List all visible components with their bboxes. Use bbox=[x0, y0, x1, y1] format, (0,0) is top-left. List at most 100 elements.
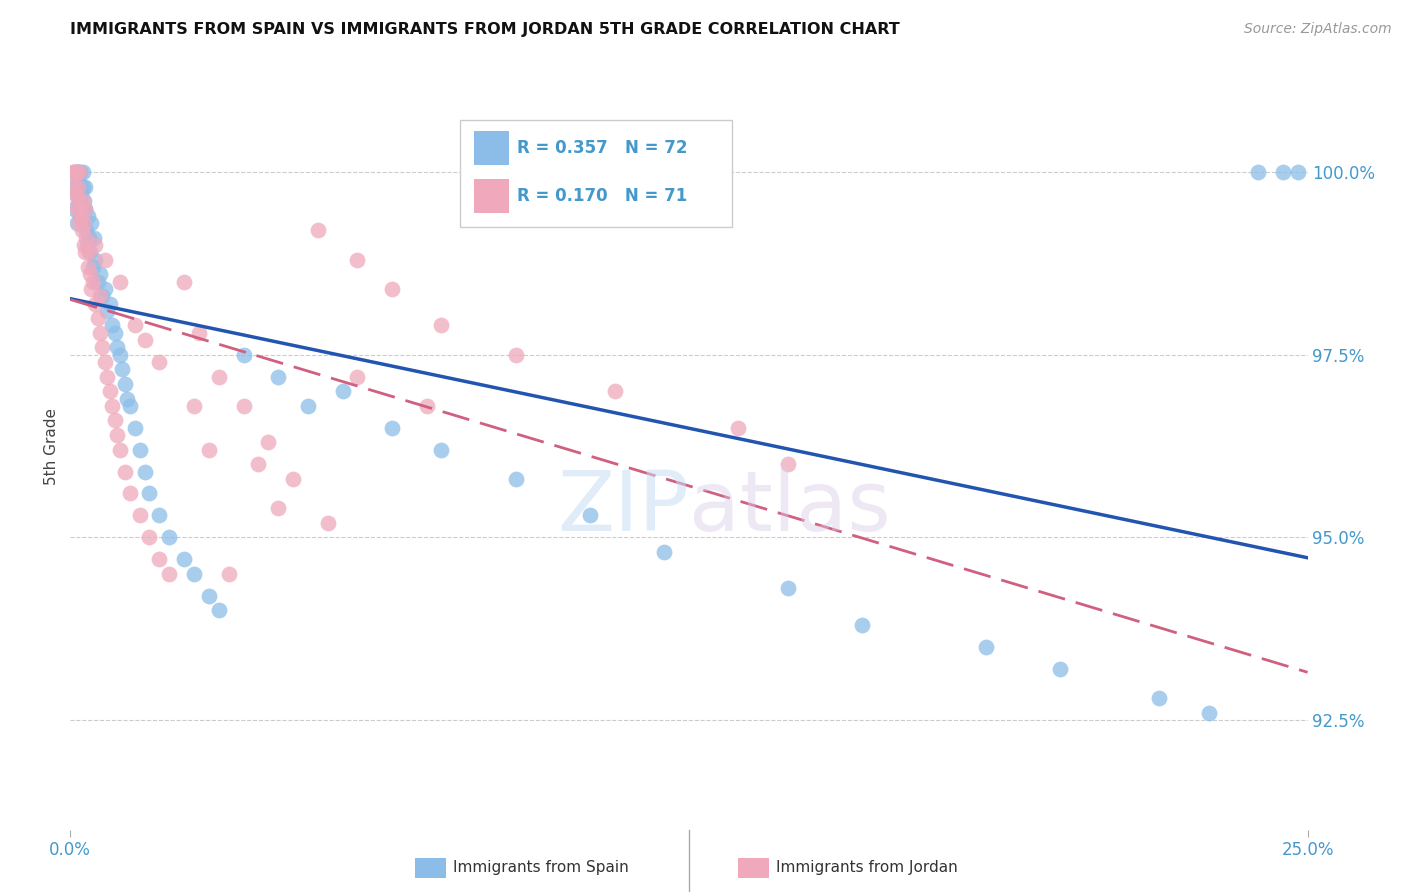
Point bbox=[232, 399, 254, 413]
Point bbox=[70, 209, 93, 223]
Point bbox=[108, 442, 131, 457]
Point bbox=[267, 501, 290, 516]
Point bbox=[776, 582, 799, 596]
Point bbox=[70, 202, 93, 216]
Point bbox=[108, 348, 131, 362]
Point bbox=[80, 216, 103, 230]
Point bbox=[72, 194, 94, 209]
Point bbox=[108, 275, 131, 289]
Text: ZIP: ZIP bbox=[557, 467, 689, 548]
Point bbox=[148, 552, 170, 566]
Point bbox=[232, 348, 254, 362]
Point bbox=[67, 194, 90, 209]
Point bbox=[96, 369, 118, 384]
Point bbox=[101, 399, 124, 413]
Point bbox=[83, 231, 105, 245]
Point bbox=[157, 530, 180, 544]
Point bbox=[1049, 662, 1071, 676]
Point bbox=[776, 457, 799, 471]
Point bbox=[66, 202, 89, 216]
Point bbox=[183, 566, 205, 581]
Point bbox=[67, 179, 90, 194]
Point bbox=[77, 245, 100, 260]
Point bbox=[104, 413, 127, 427]
Point bbox=[94, 252, 117, 267]
Point bbox=[80, 282, 103, 296]
Text: Immigrants from Spain: Immigrants from Spain bbox=[453, 861, 628, 875]
Point bbox=[138, 530, 160, 544]
Point bbox=[75, 179, 97, 194]
Point bbox=[297, 399, 319, 413]
Point bbox=[72, 165, 94, 179]
Point bbox=[1271, 165, 1294, 179]
Text: IMMIGRANTS FROM SPAIN VS IMMIGRANTS FROM JORDAN 5TH GRADE CORRELATION CHART: IMMIGRANTS FROM SPAIN VS IMMIGRANTS FROM… bbox=[70, 22, 900, 37]
Point bbox=[1286, 165, 1309, 179]
Point bbox=[65, 165, 87, 179]
Point bbox=[89, 326, 111, 340]
Point bbox=[62, 179, 84, 194]
Point bbox=[124, 318, 146, 333]
Point bbox=[188, 326, 211, 340]
Point bbox=[65, 186, 87, 201]
Point bbox=[67, 165, 90, 179]
Point bbox=[66, 165, 89, 179]
Text: R = 0.170   N = 71: R = 0.170 N = 71 bbox=[517, 187, 688, 205]
Point bbox=[94, 282, 117, 296]
Point bbox=[118, 486, 141, 500]
Point bbox=[63, 179, 86, 194]
Point bbox=[281, 472, 304, 486]
Point bbox=[118, 399, 141, 413]
Point bbox=[430, 318, 453, 333]
Point bbox=[89, 289, 111, 303]
Point bbox=[138, 486, 160, 500]
Point bbox=[69, 165, 91, 179]
Point bbox=[1247, 165, 1270, 179]
Point bbox=[105, 340, 128, 354]
Point bbox=[101, 318, 124, 333]
Point bbox=[67, 216, 90, 230]
Y-axis label: 5th Grade: 5th Grade bbox=[44, 408, 59, 484]
Point bbox=[505, 348, 527, 362]
Point bbox=[974, 640, 997, 654]
Point bbox=[134, 333, 156, 347]
Point bbox=[76, 209, 98, 223]
Point bbox=[89, 268, 111, 282]
Point bbox=[307, 223, 329, 237]
Point bbox=[66, 165, 89, 179]
Point bbox=[1198, 706, 1220, 720]
Point bbox=[98, 384, 121, 399]
Point bbox=[73, 194, 96, 209]
Point bbox=[111, 362, 134, 376]
Point bbox=[173, 552, 195, 566]
Point bbox=[218, 566, 240, 581]
Bar bbox=[474, 131, 509, 165]
Point bbox=[505, 472, 527, 486]
Point bbox=[1147, 691, 1170, 706]
Bar bbox=[474, 179, 509, 213]
Point bbox=[70, 186, 93, 201]
Point bbox=[76, 260, 98, 274]
Point bbox=[208, 603, 231, 617]
Point bbox=[257, 435, 280, 450]
Point bbox=[75, 202, 97, 216]
Point bbox=[94, 355, 117, 369]
Point bbox=[69, 209, 91, 223]
Point bbox=[63, 202, 86, 216]
Point bbox=[96, 303, 118, 318]
Point bbox=[114, 465, 136, 479]
Point bbox=[208, 369, 231, 384]
Point bbox=[84, 252, 107, 267]
Text: R = 0.357   N = 72: R = 0.357 N = 72 bbox=[517, 139, 688, 157]
Point bbox=[316, 516, 339, 530]
Point bbox=[346, 369, 368, 384]
Point bbox=[104, 326, 127, 340]
Point bbox=[603, 384, 626, 399]
Point bbox=[77, 231, 100, 245]
Point bbox=[86, 275, 108, 289]
Point bbox=[79, 245, 101, 260]
Point bbox=[75, 223, 97, 237]
Point bbox=[148, 355, 170, 369]
FancyBboxPatch shape bbox=[460, 120, 733, 227]
Point bbox=[65, 186, 87, 201]
Point bbox=[70, 223, 93, 237]
